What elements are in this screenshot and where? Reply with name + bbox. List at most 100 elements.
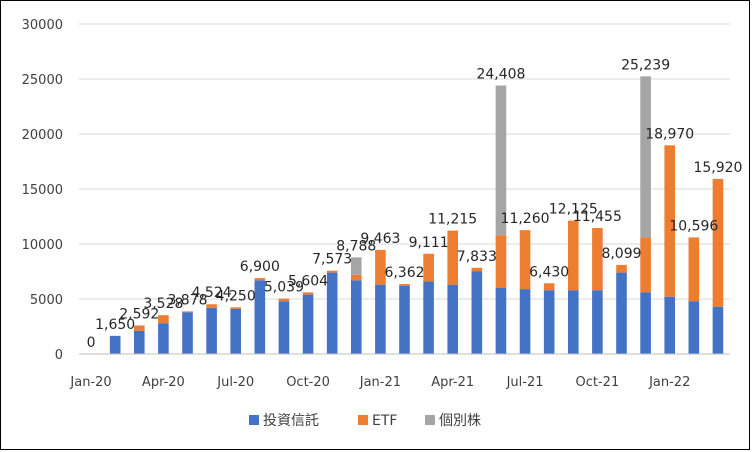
total-data-label: 7,833 <box>457 249 497 265</box>
bar-segment-series-1 <box>495 235 507 288</box>
bar-segment-series-1 <box>302 292 314 295</box>
x-tick-label: Jul-21 <box>506 375 544 390</box>
x-tick-label: Apr-21 <box>431 375 474 390</box>
total-data-label: 24,408 <box>476 67 525 83</box>
bar-segment-series-1 <box>423 253 434 282</box>
bar-segment-series-0 <box>519 289 531 354</box>
bar-segment-series-1 <box>519 230 531 290</box>
y-tick-label: 10000 <box>22 238 63 253</box>
total-data-label: 25,239 <box>621 57 670 73</box>
bar-segment-series-1 <box>182 311 193 313</box>
bar-segment-series-1 <box>640 237 651 293</box>
total-data-label: 6,362 <box>384 265 424 281</box>
bar-segment-series-0 <box>543 290 555 354</box>
total-data-label: 1,650 <box>95 317 135 333</box>
bars <box>109 76 724 354</box>
total-data-label: 15,920 <box>693 160 742 176</box>
bar-segment-series-0 <box>423 281 434 354</box>
bar-segment-series-0 <box>399 285 410 354</box>
bar-segment-series-2 <box>495 85 507 236</box>
bar-segment-series-0 <box>664 296 676 354</box>
y-tick-label: 5000 <box>30 293 63 308</box>
total-data-label: 4,250 <box>216 288 256 304</box>
x-tick-label: Oct-20 <box>286 375 330 390</box>
bar-segment-series-0 <box>592 290 603 354</box>
legend-label-investment-trust: 投資信託 <box>263 413 319 429</box>
total-data-label: 5,039 <box>264 280 304 296</box>
bar-segment-series-0 <box>375 284 386 354</box>
total-data-label: 8,788 <box>336 238 376 254</box>
bar-segment-series-0 <box>158 323 169 354</box>
total-data-label: 11,260 <box>501 211 550 227</box>
bar-segment-series-1 <box>326 270 338 273</box>
bar-segment-series-0 <box>471 271 483 354</box>
y-tick-label: 20000 <box>22 128 63 143</box>
bar-segment-series-0 <box>182 312 193 354</box>
legend-label-individual-stocks: 個別株 <box>439 413 481 429</box>
x-tick-label: Jan-22 <box>648 375 690 390</box>
bar-segment-series-0 <box>302 294 314 354</box>
total-data-label: 18,970 <box>645 126 694 142</box>
bar-segment-series-0 <box>326 272 338 354</box>
bar-segment-series-0 <box>133 330 145 354</box>
bar-segment-series-1 <box>447 230 459 285</box>
bar-segment-series-1 <box>471 267 483 272</box>
x-tick-label: Jan-20 <box>69 375 111 390</box>
x-tick-label: Oct-21 <box>576 375 620 390</box>
legend-swatch-etf <box>358 415 368 425</box>
y-tick-label: 25000 <box>22 73 63 88</box>
bar-segment-series-1 <box>712 178 724 307</box>
x-tick-label: Jan-21 <box>359 375 401 390</box>
bar-segment-series-2 <box>350 257 362 275</box>
bar-segment-series-0 <box>688 301 700 354</box>
y-tick-label: 30000 <box>22 18 63 33</box>
bar-segment-series-2 <box>640 76 651 238</box>
bar-segment-series-1 <box>567 220 579 291</box>
bar-segment-series-1 <box>350 274 362 281</box>
bar-segment-series-0 <box>567 290 579 354</box>
x-tick-label: Jul-20 <box>216 375 254 390</box>
total-data-label: 8,099 <box>601 246 641 262</box>
total-data-label: 9,111 <box>409 235 449 251</box>
bar-segment-series-1 <box>278 298 290 302</box>
total-data-label: 6,430 <box>529 264 569 280</box>
bar-segment-series-0 <box>495 288 507 354</box>
bar-segment-series-0 <box>712 306 724 354</box>
legend-swatch-investment-trust <box>249 415 259 425</box>
total-data-label: 3,528 <box>143 296 183 312</box>
bar-segment-series-0 <box>278 301 290 354</box>
total-data-label: 2,592 <box>119 306 159 322</box>
bar-segment-series-1 <box>230 307 242 309</box>
bar-segment-series-1 <box>254 278 266 281</box>
bar-segment-series-0 <box>616 272 627 354</box>
total-data-label: 5,604 <box>288 273 328 289</box>
total-data-label: 11,215 <box>428 212 477 228</box>
total-data-label: 0 <box>87 335 96 351</box>
y-axis-ticks: 0 5000 10000 15000 20000 25000 30000 <box>22 18 63 363</box>
bar-segment-series-1 <box>158 315 169 324</box>
bar-segment-series-0 <box>447 284 459 354</box>
bar-segment-series-1 <box>206 304 217 308</box>
total-data-label: 9,463 <box>360 231 400 247</box>
total-data-label: 6,900 <box>240 259 280 275</box>
bar-segment-series-0 <box>206 307 217 354</box>
bar-segment-series-1 <box>133 325 145 331</box>
total-data-label: 12,125 <box>549 202 598 218</box>
x-axis-ticks: Jan-20 Apr-20 Jul-20 Oct-20 Jan-21 Apr-21 Jul-… <box>69 375 690 390</box>
y-tick-label: 15000 <box>22 183 63 198</box>
total-data-label: 4,524 <box>192 285 232 301</box>
bar-segment-series-1 <box>543 283 555 291</box>
bar-segment-series-0 <box>254 280 266 354</box>
legend-swatch-individual-stocks <box>425 415 435 425</box>
total-data-label: 3,878 <box>167 292 207 308</box>
bar-segment-series-1 <box>688 237 700 302</box>
bar-segment-series-0 <box>350 280 362 354</box>
bar-segment-series-1 <box>616 264 627 273</box>
bar-segment-series-1 <box>375 249 386 285</box>
bar-segment-series-1 <box>592 227 603 291</box>
legend: 投資信託 ETF 個別株 <box>249 413 481 429</box>
bar-segment-series-0 <box>109 335 121 354</box>
